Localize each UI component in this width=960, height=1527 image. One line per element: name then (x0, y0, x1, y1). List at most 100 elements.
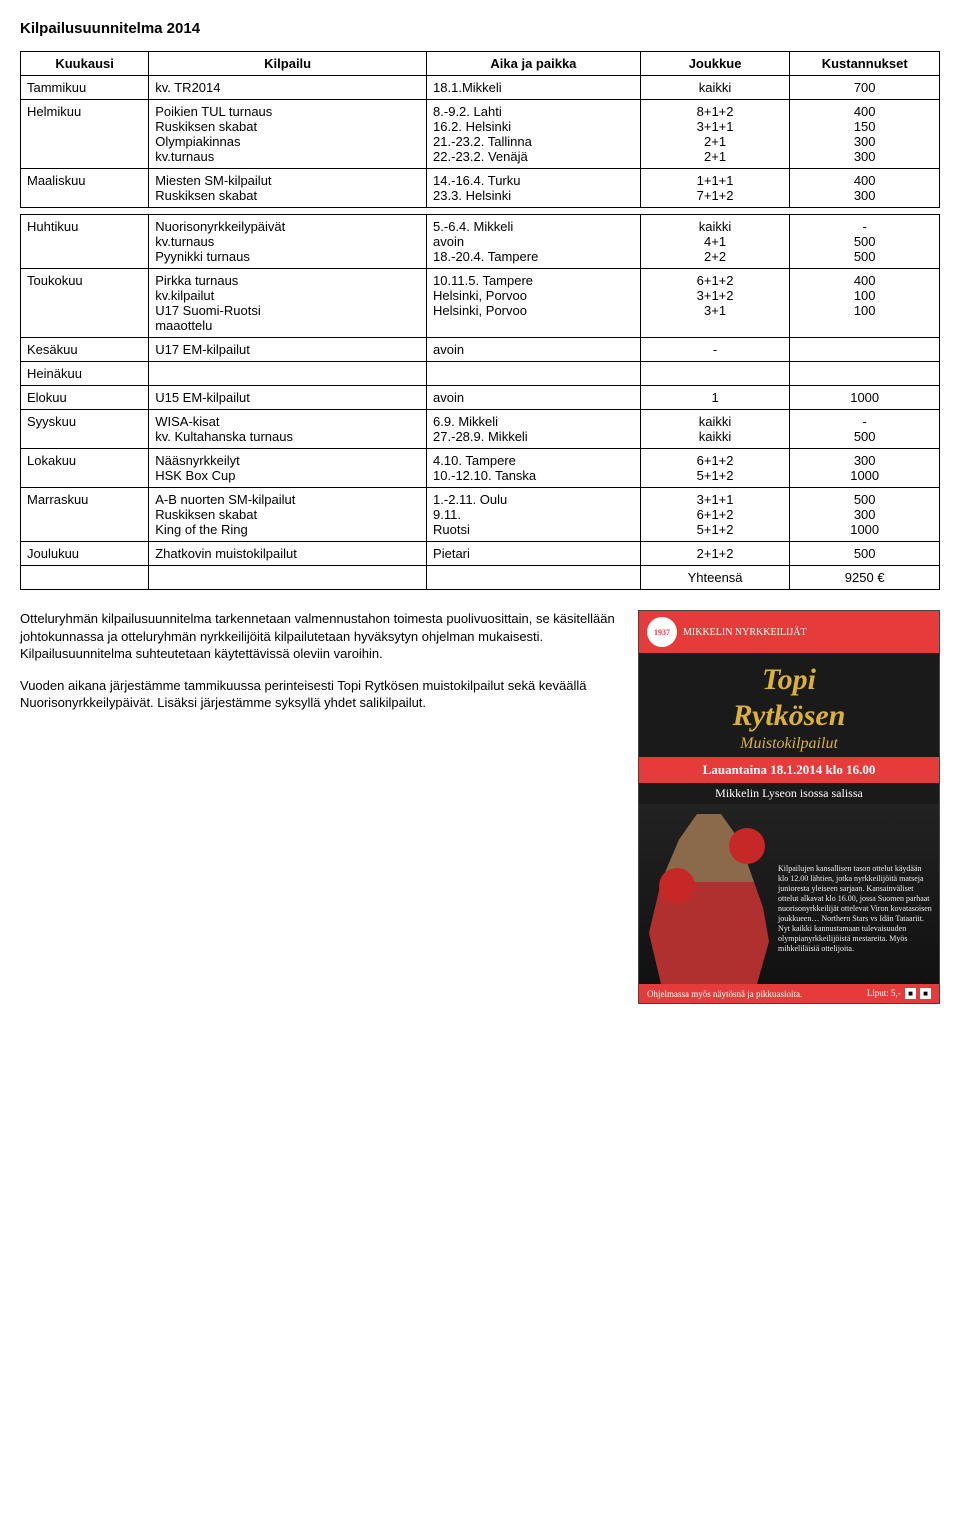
table-cell: Maaliskuu (21, 169, 149, 208)
table-cell: 4.10. Tampere10.-12.10. Tanska (427, 449, 641, 488)
cell-line: U17 Suomi-Ruotsi (155, 303, 420, 318)
table-row: HelmikuuPoikien TUL turnausRuskiksen ska… (21, 100, 940, 169)
table-cell: WISA-kisatkv. Kultahanska turnaus (149, 410, 427, 449)
cell-line: 150 (796, 119, 933, 134)
table-cell: -500 (790, 410, 940, 449)
table-cell: U15 EM-kilpailut (149, 386, 427, 410)
cell-line: - (647, 342, 784, 357)
cell-line: Lokakuu (27, 453, 142, 468)
table-cell: 500 (790, 542, 940, 566)
table-cell: 3001000 (790, 449, 940, 488)
table-header: Kuukausi (21, 52, 149, 76)
cell-line: Pyynikki turnaus (155, 249, 420, 264)
cell-line: Joulukuu (27, 546, 142, 561)
paragraph-2: Vuoden aikana järjestämme tammikuussa pe… (20, 677, 620, 712)
sponsor-badge: ■ (905, 988, 916, 999)
cell-line: Ruskiksen skabat (155, 119, 420, 134)
poster-body-text: Kilpailujen kansallisen tason ottelut kä… (778, 864, 933, 954)
cell-line: Nuorisonyrkkeilypäivät (155, 219, 420, 234)
table-cell: 400150300300 (790, 100, 940, 169)
table-cell: -500500 (790, 215, 940, 269)
cell-line: 2+1 (647, 134, 784, 149)
table-cell: Tammikuu (21, 76, 149, 100)
cell-line: Olympiakinnas (155, 134, 420, 149)
cell-line: Ruskiksen skabat (155, 188, 420, 203)
cell-line: Kesäkuu (27, 342, 142, 357)
table-cell: Syyskuu (21, 410, 149, 449)
cell-line: Huhtikuu (27, 219, 142, 234)
cell-line: - (796, 414, 933, 429)
table-cell: U17 EM-kilpailut (149, 338, 427, 362)
table-cell: 1.-2.11. Oulu9.11.Ruotsi (427, 488, 641, 542)
table-cell: kaikkikaikki (640, 410, 790, 449)
cell-line: 300 (796, 188, 933, 203)
table-cell: Pirkka turnauskv.kilpailutU17 Suomi-Ruot… (149, 269, 427, 338)
poster-venue: Mikkelin Lyseon isossa salissa (639, 783, 939, 804)
cell-line: 2+1+2 (647, 546, 784, 561)
cell-line: WISA-kisat (155, 414, 420, 429)
sponsor-badge: ■ (920, 988, 931, 999)
table-cell: 700 (790, 76, 940, 100)
cell-line: 300 (796, 134, 933, 149)
table-cell: Joulukuu (21, 542, 149, 566)
poster-date: Lauantaina 18.1.2014 klo 16.00 (639, 757, 939, 783)
boxing-glove-icon (729, 828, 765, 864)
table-cell: 6+1+23+1+23+1 (640, 269, 790, 338)
table-cell: 5.-6.4. Mikkeliavoin18.-20.4. Tampere (427, 215, 641, 269)
description-text: Otteluryhmän kilpailusuunnitelma tarkenn… (20, 610, 620, 726)
table-cell: 400100100 (790, 269, 940, 338)
table-cell: Poikien TUL turnausRuskiksen skabatOlymp… (149, 100, 427, 169)
cell-line: kv.turnaus (155, 149, 420, 164)
table-cell: 1+1+17+1+2 (640, 169, 790, 208)
cell-line: avoin (433, 342, 634, 357)
cell-line: A-B nuorten SM-kilpailut (155, 492, 420, 507)
table-cell: 3+1+16+1+25+1+2 (640, 488, 790, 542)
boxing-glove-icon (659, 868, 695, 904)
table-row: Yhteensä9250 € (21, 566, 940, 590)
cell-line: 5+1+2 (647, 522, 784, 537)
table-cell (640, 362, 790, 386)
cell-line: U17 EM-kilpailut (155, 342, 420, 357)
cell-line: Elokuu (27, 390, 142, 405)
table-cell: 1 (640, 386, 790, 410)
table-row: JoulukuuZhatkovin muistokilpailutPietari… (21, 542, 940, 566)
table-cell: 2+1+2 (640, 542, 790, 566)
table-cell: 18.1.Mikkeli (427, 76, 641, 100)
cell-line: Zhatkovin muistokilpailut (155, 546, 420, 561)
table-cell: Huhtikuu (21, 215, 149, 269)
cell-line: 27.-28.9. Mikkeli (433, 429, 634, 444)
table-cell: 5003001000 (790, 488, 940, 542)
cell-line: kaikki (647, 219, 784, 234)
cell-line: maaottelu (155, 318, 420, 333)
cell-line: HSK Box Cup (155, 468, 420, 483)
poster-lastname: Rytkösen (645, 699, 933, 733)
cell-line: kaikki (647, 80, 784, 95)
cell-line: 22.-23.2. Venäjä (433, 149, 634, 164)
table-cell: Zhatkovin muistokilpailut (149, 542, 427, 566)
cell-line: 2+1 (647, 149, 784, 164)
table-row: Huhtikuu Nuorisonyrkkeilypäivätkv.turnaus… (21, 215, 940, 269)
table-cell: Marraskuu (21, 488, 149, 542)
cell-line: Marraskuu (27, 492, 142, 507)
table-row: Tammikuukv. TR201418.1.Mikkelikaikki700 (21, 76, 940, 100)
cell-line: Nääsnyrkkeilyt (155, 453, 420, 468)
cell-line: 4.10. Tampere (433, 453, 634, 468)
table-cell: 8.-9.2. Lahti16.2. Helsinki21.-23.2. Tal… (427, 100, 641, 169)
table-cell: Lokakuu (21, 449, 149, 488)
table-cell (149, 362, 427, 386)
cell-line: 1+1+1 (647, 173, 784, 188)
cell-line: 400 (796, 173, 933, 188)
cell-line: Miesten SM-kilpailut (155, 173, 420, 188)
cell-line: 100 (796, 303, 933, 318)
cell-line: Toukokuu (27, 273, 142, 288)
cell-line: kv.turnaus (155, 234, 420, 249)
table-header: Kilpailu (149, 52, 427, 76)
cell-line: 5.-6.4. Mikkeli (433, 219, 634, 234)
cell-line: 16.2. Helsinki (433, 119, 634, 134)
cell-line: avoin (433, 234, 634, 249)
schedule-table: Huhtikuu Nuorisonyrkkeilypäivätkv.turnaus… (20, 214, 940, 590)
cell-line: kaikki (647, 429, 784, 444)
table-cell: Helmikuu (21, 100, 149, 169)
table-cell: 6+1+25+1+2 (640, 449, 790, 488)
poster-firstname: Topi (645, 663, 933, 697)
